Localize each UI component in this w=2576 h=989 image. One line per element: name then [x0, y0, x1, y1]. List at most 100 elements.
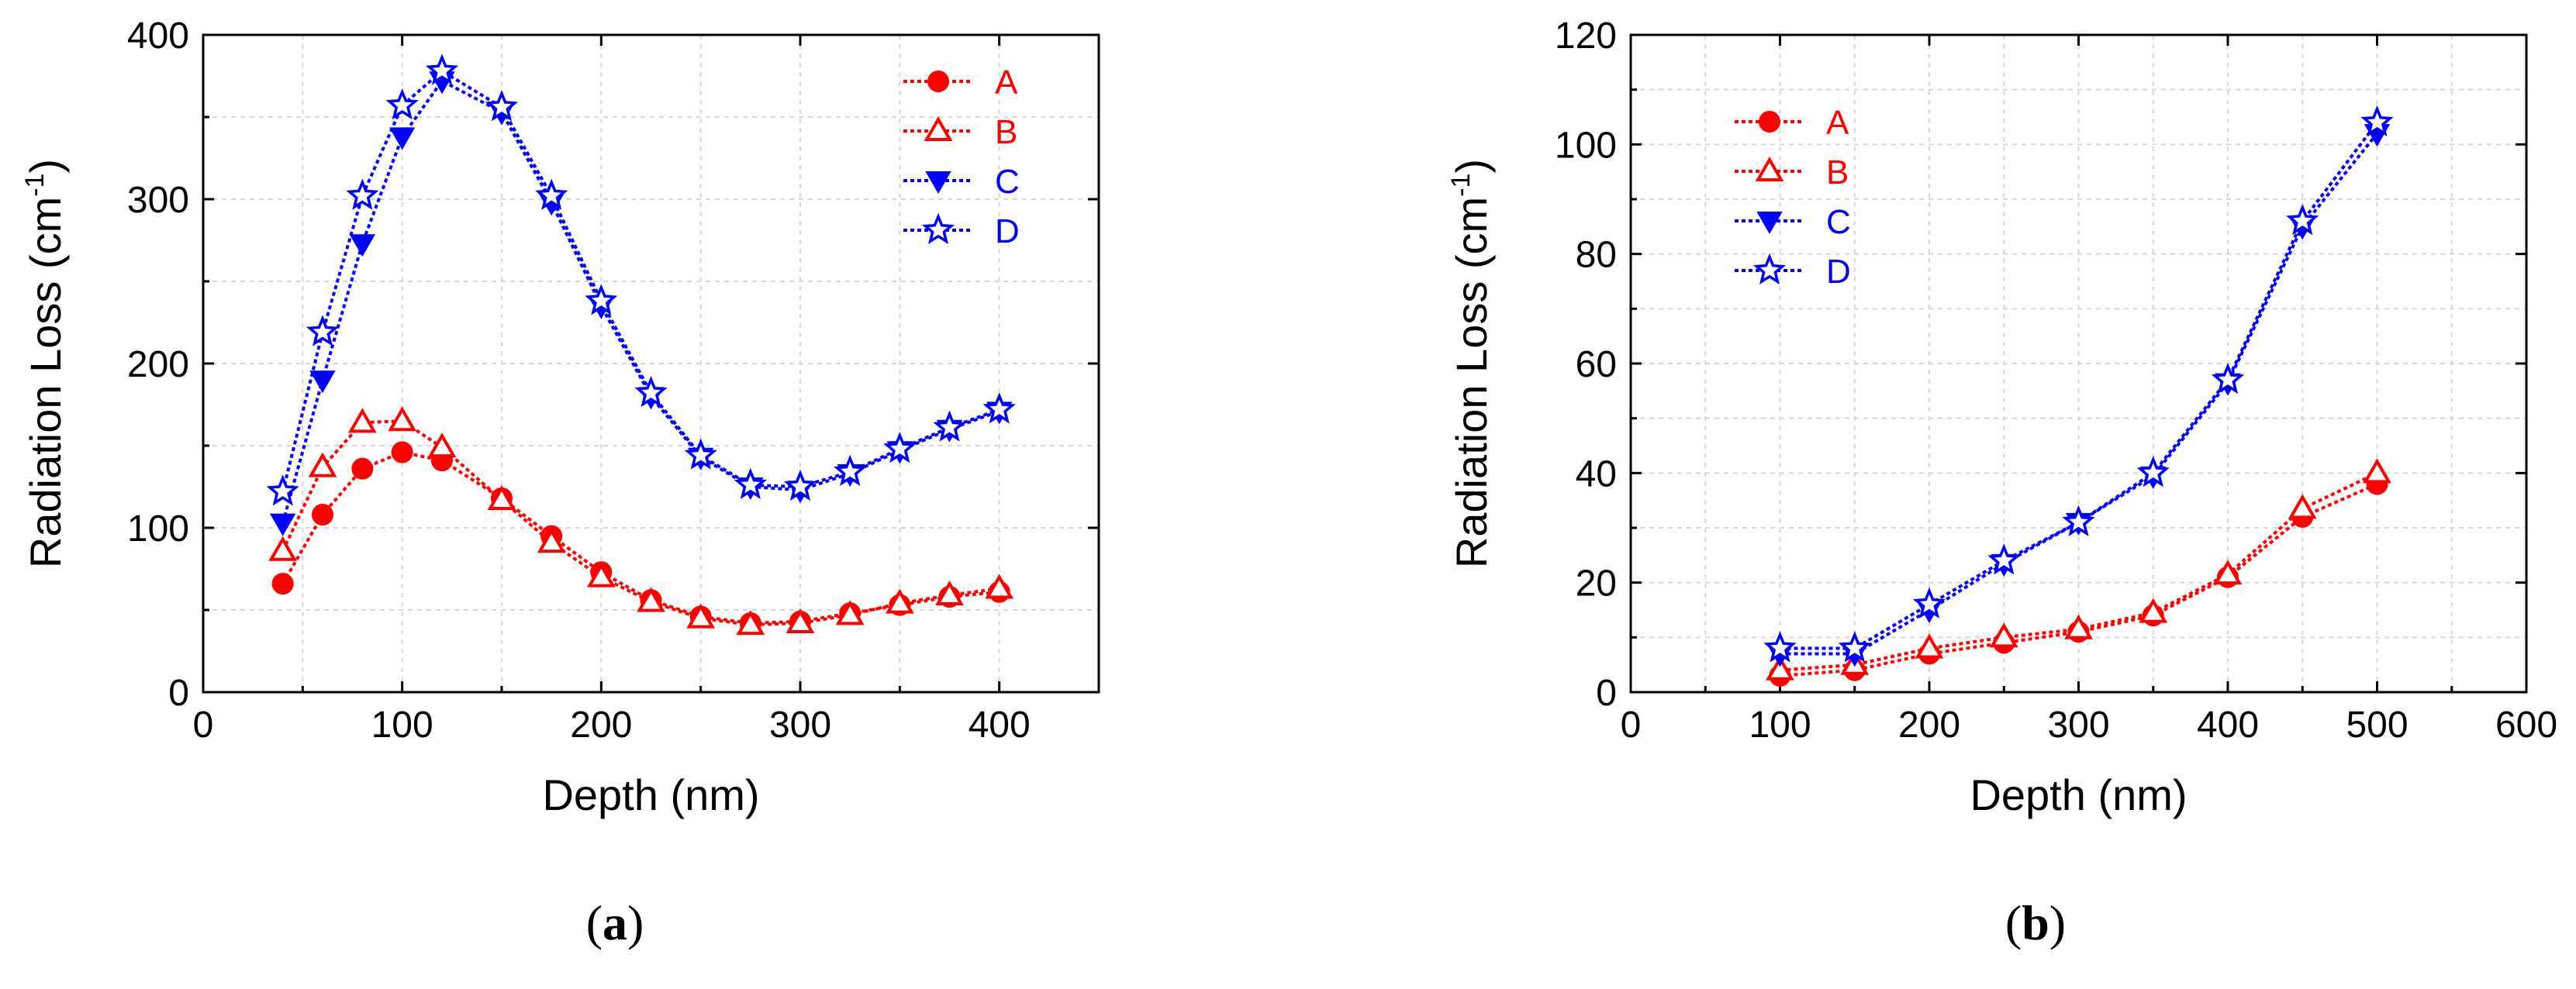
legend-marker [921, 212, 955, 244]
data-point-D [425, 53, 459, 85]
data-point-D [684, 438, 717, 470]
data-point-B [786, 608, 815, 634]
data-point-D [933, 410, 966, 442]
data-point-D [485, 90, 519, 122]
x-tick-label: 200 [1898, 705, 1960, 746]
y-axis-label: Radiation Loss (cm-1) [20, 159, 70, 568]
y-tick-label: 80 [1576, 235, 1617, 276]
legend-marker [1752, 253, 1787, 284]
y-axis-label-text: Radiation Loss (cm [21, 197, 70, 568]
series-line-B [281, 419, 1000, 627]
grid [1631, 35, 2526, 692]
legend-label: A [995, 64, 1018, 102]
y-tick-label: 0 [1596, 673, 1617, 714]
y-axis-label-close: ) [21, 159, 70, 174]
data-point-D [1763, 631, 1797, 663]
data-point-D [535, 178, 568, 210]
legend-label: B [995, 113, 1017, 151]
data-point-D [266, 474, 299, 506]
data-point-B [736, 610, 765, 636]
y-tick-label: 200 [127, 344, 189, 385]
x-tick-label: 500 [2346, 705, 2408, 746]
series-line-D [281, 69, 1000, 492]
data-point-D [2062, 505, 2095, 536]
data-point-D [2211, 363, 2245, 395]
data-point-A [271, 573, 294, 595]
data-point-B [2213, 560, 2243, 585]
y-axis-label-close: ) [1447, 159, 1496, 174]
x-tick-label: 600 [2495, 705, 2557, 746]
data-point-D [2360, 105, 2394, 137]
data-point-B [1915, 633, 1944, 659]
legend-entry-C: C [903, 163, 1020, 201]
legend-entry-B: B [903, 113, 1017, 151]
data-point-B [935, 580, 964, 605]
legend-entry-C: C [1735, 203, 1851, 241]
data-point-B [686, 603, 716, 629]
y-tick-label: 400 [127, 16, 189, 57]
x-axis-label: Depth (nm) [1970, 770, 2187, 819]
legend-marker [1756, 211, 1783, 234]
data-point-B [586, 562, 616, 588]
y-tick-label: 120 [1555, 16, 1617, 57]
legend-marker [924, 116, 953, 142]
data-point-D [2286, 204, 2319, 236]
data-point-A [351, 457, 374, 480]
data-point-B [2139, 598, 2168, 623]
x-tick-label: 400 [969, 705, 1031, 746]
series-D [266, 53, 1016, 506]
chart-panel-b: 0 100 200 300 400 500 600 0 20 40 60 80 100 120 Depth … [1446, 16, 2557, 819]
x-tick-label: 300 [769, 705, 831, 746]
x-tick-label: 100 [1749, 705, 1811, 746]
data-point-D [783, 469, 817, 501]
x-tick-label: 200 [570, 705, 632, 746]
legend-label: C [1826, 203, 1851, 241]
legend-marker [927, 71, 949, 92]
grid [203, 35, 1099, 692]
legend-entry-D: D [1735, 253, 1851, 291]
data-point-D [883, 432, 917, 463]
legend-entry-D: D [903, 212, 1020, 250]
data-point-D [1912, 587, 1946, 619]
series-D [1763, 105, 2394, 663]
x-tick-label: 0 [193, 705, 214, 746]
data-point-B [308, 452, 337, 477]
data-point-B [2064, 614, 2093, 639]
data-point-C [388, 127, 416, 150]
data-point-B [268, 536, 298, 561]
data-point-D [982, 392, 1016, 424]
data-point-B [637, 587, 665, 612]
panel-label: (a) [586, 895, 644, 950]
y-axis-label-sup: -1 [1446, 174, 1476, 197]
legend-marker [925, 171, 951, 194]
y-tick-label: 100 [127, 508, 189, 550]
data-point-A [312, 504, 333, 526]
data-point-C [269, 513, 296, 536]
y-axis-label: Radiation Loss (cm-1) [1446, 159, 1496, 568]
data-point-D [306, 315, 340, 346]
series-B [1766, 458, 2391, 681]
legend-entry-A: A [903, 64, 1018, 102]
y-tick-label: 100 [1555, 125, 1617, 166]
data-point-D [585, 284, 618, 315]
data-point-B [2288, 494, 2317, 519]
y-tick-label: 20 [1576, 563, 1617, 605]
data-point-D [1838, 631, 1871, 663]
data-point-D [2136, 456, 2170, 488]
data-point-D [634, 375, 668, 408]
legend-marker [1755, 157, 1784, 182]
x-tick-label: 400 [2197, 705, 2259, 746]
chart-panel-a: 0 100 200 300 400 0 100 200 300 400 Depth (nm) Radi… [20, 16, 1100, 819]
x-axis-label: Depth (nm) [542, 770, 759, 819]
series-line-C [281, 78, 1000, 524]
legend-entry-B: B [1735, 153, 1849, 191]
legend-label: A [1826, 104, 1849, 142]
data-point-B [985, 574, 1014, 599]
data-point-B [1989, 622, 2018, 648]
data-point-C [309, 370, 336, 394]
y-tick-label: 60 [1576, 344, 1617, 385]
data-point-A [391, 441, 413, 463]
panel-label: (b) [2005, 895, 2066, 950]
data-point-D [1987, 543, 2021, 575]
data-point-D [834, 454, 867, 486]
